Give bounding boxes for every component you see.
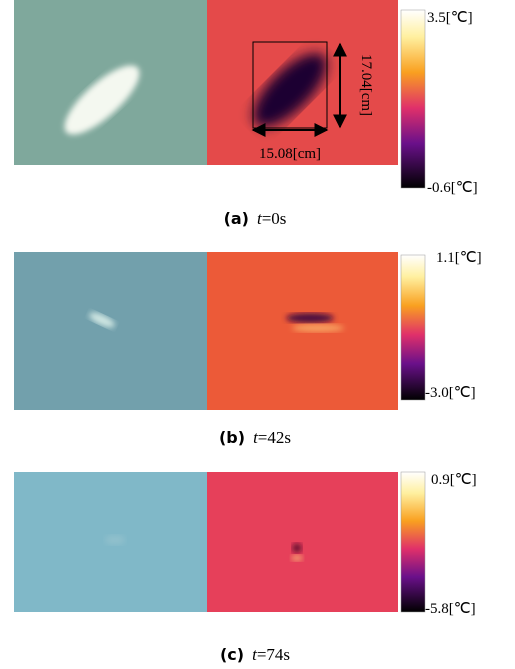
caption-value: =74s [257, 645, 290, 664]
caption-label: (c) [220, 645, 244, 664]
scale-min: -5.8[℃] [425, 601, 476, 617]
scale-max: 3.5[℃] [427, 10, 473, 26]
thermal-image [207, 472, 398, 612]
cold-spot [286, 313, 334, 323]
caption-label: (a) [224, 209, 249, 228]
caption-value: =42s [258, 428, 291, 447]
scale-max: 1.1[℃] [436, 250, 482, 266]
panel-b: 1.1[℃] -3.0[℃] (b)t=42s [14, 250, 482, 447]
caption-label: (b) [219, 428, 245, 447]
scale-max: 0.9[℃] [431, 472, 477, 488]
photo [14, 252, 207, 410]
colorbar [401, 10, 425, 188]
object [105, 535, 125, 545]
cold-spot [292, 543, 302, 553]
scale-min: -3.0[℃] [425, 385, 476, 401]
caption: (b)t=42s [219, 428, 291, 447]
caption: (c)t=74s [220, 645, 290, 664]
caption: (a)t=0s [224, 209, 287, 228]
scale-min: -0.6[℃] [427, 180, 478, 196]
figure: 15.08[cm] 17.04[cm] 3.5[℃] -0.6[℃] (a)t=… [0, 0, 515, 669]
colorbar [401, 255, 425, 400]
panel-c: 0.9[℃] -5.8[℃] (c)t=74s [14, 472, 477, 664]
height-label: 17.04[cm] [358, 54, 374, 116]
warm-edge [292, 324, 344, 332]
caption-value: =0s [262, 209, 287, 228]
panel-a: 15.08[cm] 17.04[cm] 3.5[℃] -0.6[℃] (a)t=… [14, 0, 478, 228]
colorbar [401, 472, 425, 612]
warm-edge [291, 555, 303, 561]
width-label: 15.08[cm] [259, 146, 321, 162]
